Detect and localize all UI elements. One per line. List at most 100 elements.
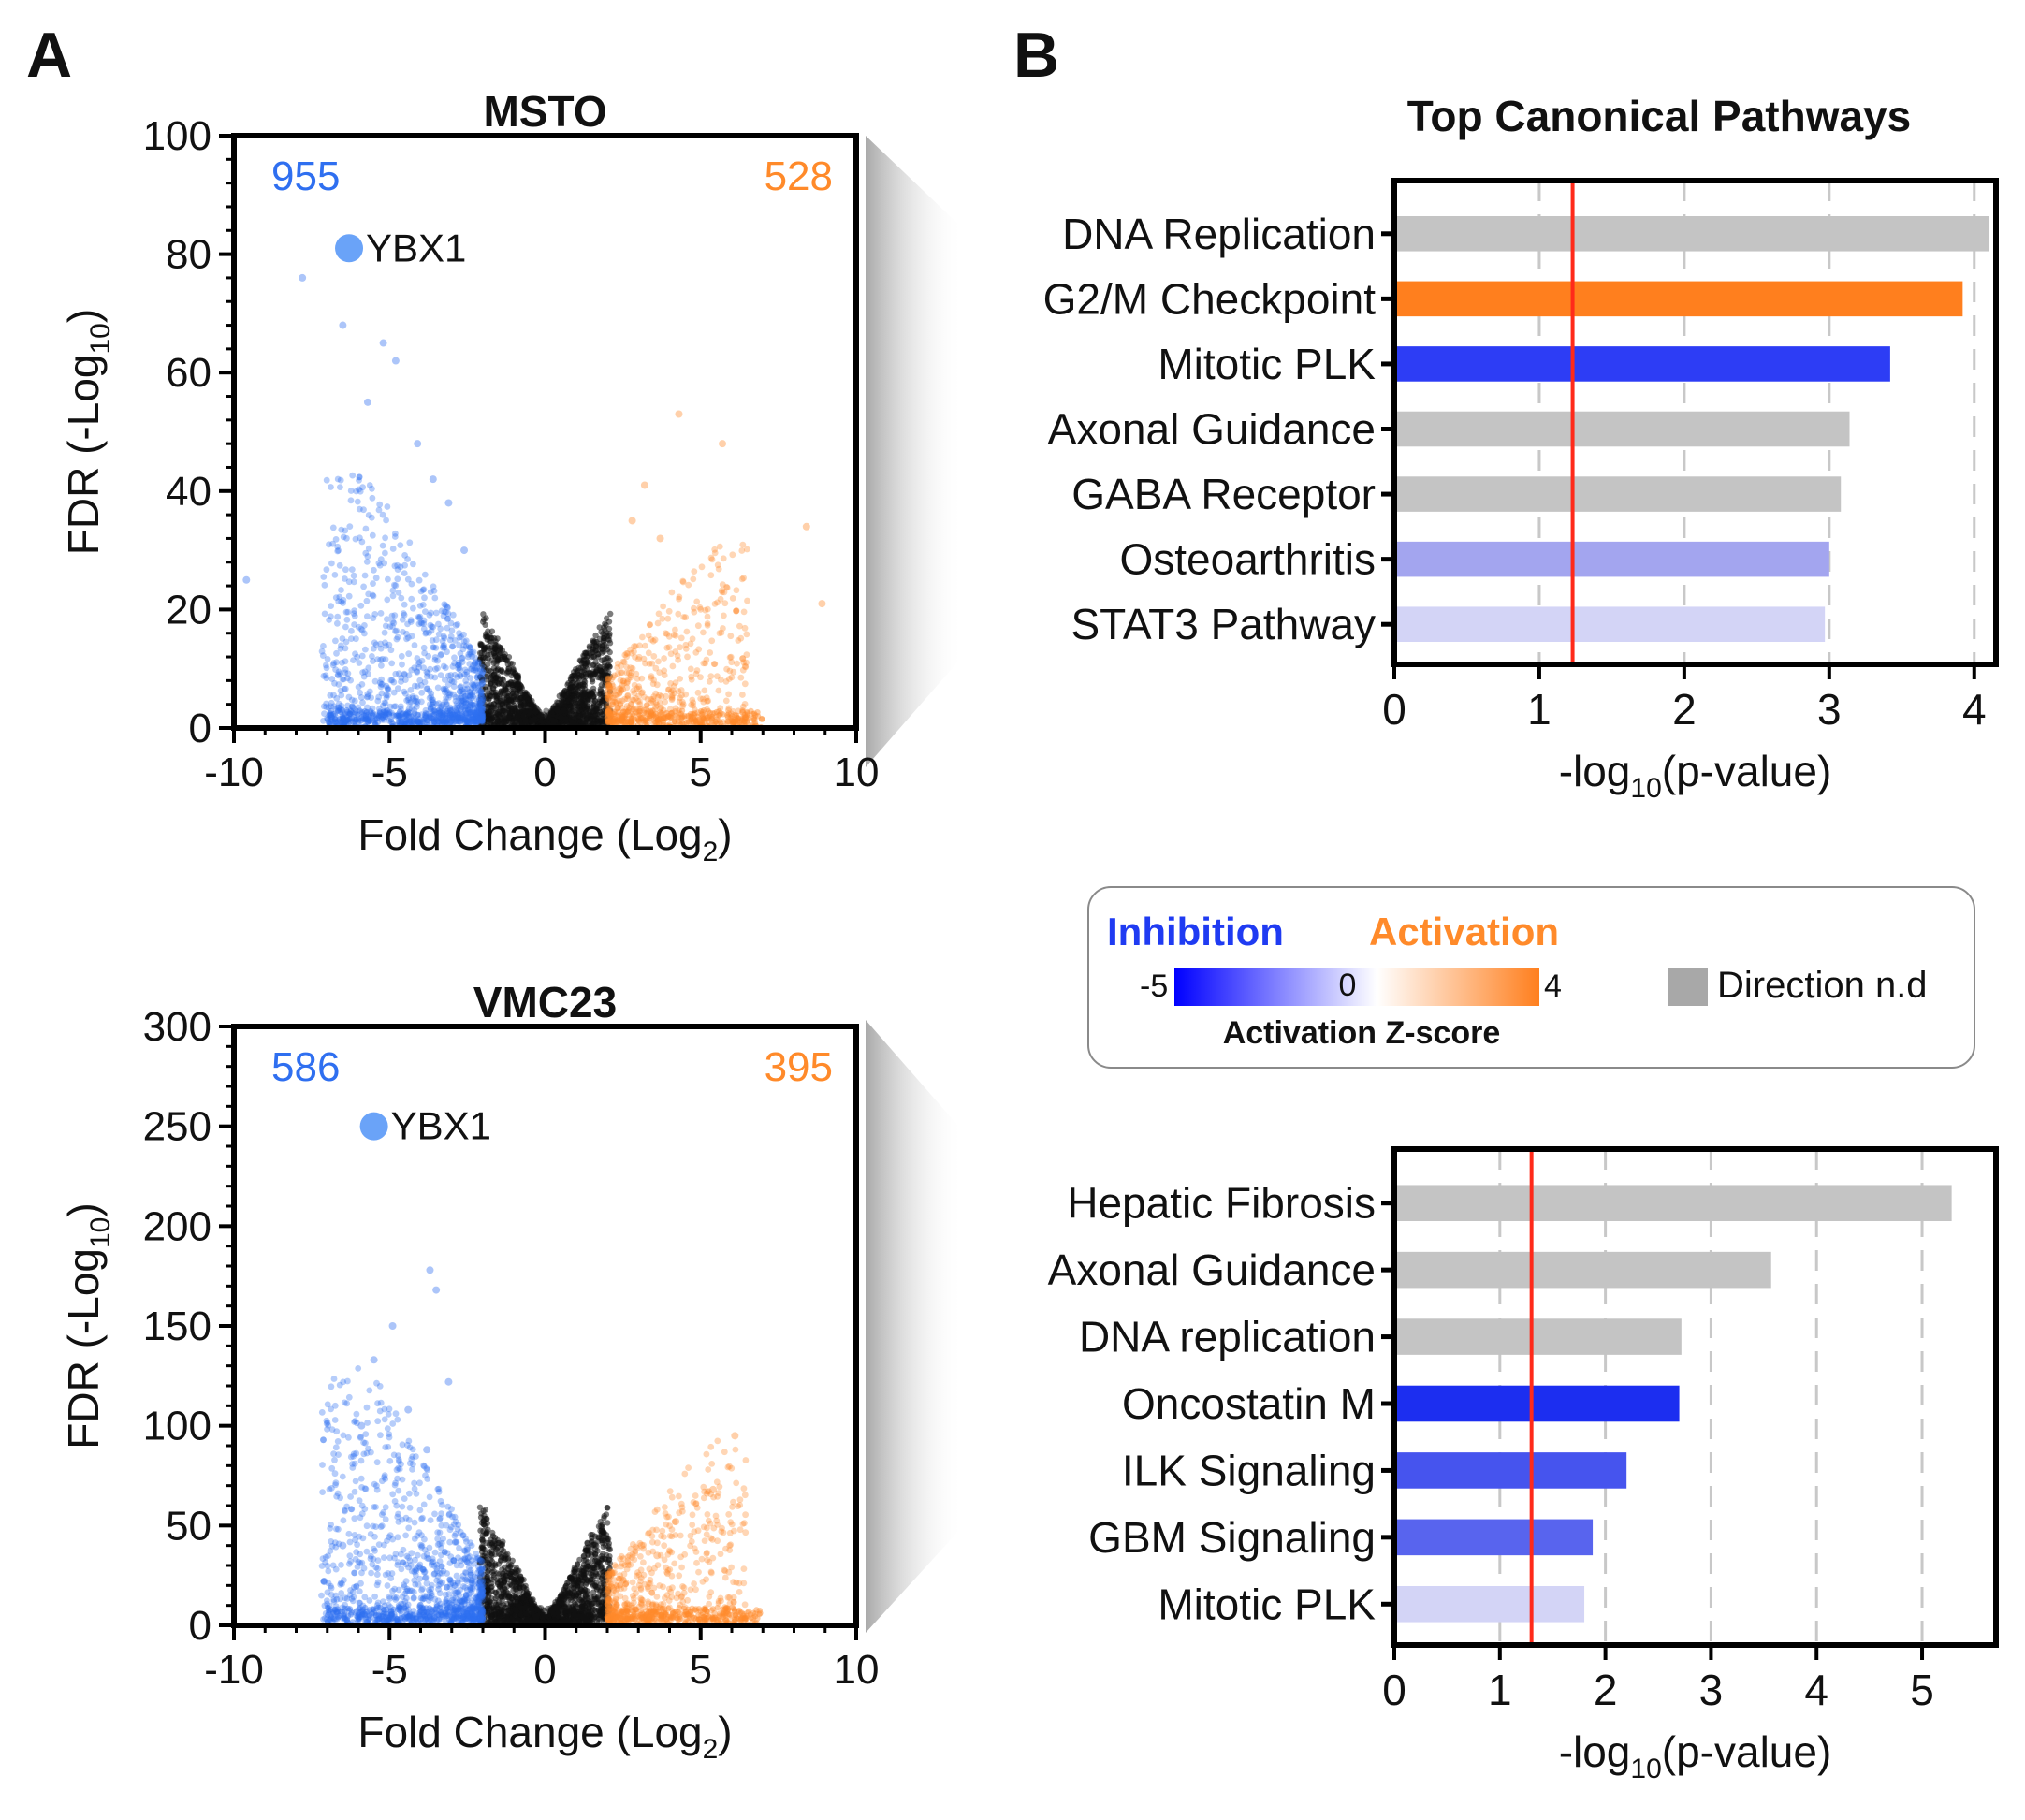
volcano-point-down — [446, 636, 454, 644]
volcano-point-up — [620, 713, 627, 721]
volcano-point-nonsig — [568, 1585, 575, 1592]
volcano-point-down — [448, 627, 456, 634]
volcano-point-nonsig — [479, 1538, 487, 1545]
volcano-point-nonsig — [510, 693, 517, 701]
volcano-point-nonsig — [600, 663, 607, 670]
volcano-point-down — [358, 627, 366, 633]
volcano-point-up — [722, 678, 730, 685]
volcano-point-down — [343, 534, 350, 542]
volcano-point-up — [741, 662, 749, 670]
volcano-point-base — [516, 709, 522, 716]
volcano-point-nonsig — [499, 701, 506, 707]
volcano-point-down — [470, 718, 477, 725]
volcano-point-nonsig — [477, 1514, 485, 1521]
volcano-point-down — [421, 571, 429, 578]
volcano-point-down — [401, 601, 408, 608]
volcano-point-nonsig — [507, 1580, 514, 1588]
volcano-point-down — [366, 482, 373, 488]
volcano-point-down — [454, 674, 461, 680]
volcano-point-up — [707, 673, 715, 679]
volcano-point-nonsig — [585, 1563, 591, 1570]
volcano-point-up — [700, 660, 707, 667]
volcano-point-nonsig — [486, 1561, 493, 1567]
volcano-point-up — [701, 687, 708, 694]
y-axis-label: FDR (-Log10) — [59, 309, 116, 555]
volcano-point-up — [727, 633, 735, 640]
volcano-point-up — [617, 685, 624, 692]
volcano-point-up — [669, 662, 677, 670]
volcano-point-nonsig — [591, 1557, 599, 1564]
volcano-point-up — [680, 614, 688, 620]
x-tick-label: 0 — [533, 750, 556, 795]
volcano-point-nonsig — [571, 1566, 577, 1574]
volcano-point-down-outlier — [391, 357, 400, 365]
volcano-point-up — [668, 589, 676, 596]
volcano-point-down — [398, 652, 405, 660]
volcano-point-down — [449, 611, 457, 619]
volcano-point-down — [328, 484, 334, 490]
volcano-point-up — [646, 621, 653, 629]
volcano-point-down — [401, 688, 408, 695]
volcano-point-nonsig — [521, 702, 528, 708]
volcano-point-up — [703, 694, 710, 701]
panel-label-a: A — [26, 20, 72, 91]
volcano-point-up — [645, 649, 652, 657]
volcano-point-down — [350, 572, 357, 579]
volcano-point-down — [374, 697, 382, 705]
volcano-point-down — [401, 570, 408, 576]
volcano-point-down-outlier — [242, 575, 251, 584]
zoom-wedge-bottom — [866, 1020, 964, 1633]
volcano-point-up — [738, 718, 746, 725]
volcano-point-up — [674, 652, 681, 660]
volcano-point-down — [390, 703, 398, 710]
volcano-point-up — [738, 547, 746, 554]
volcano-point-down — [323, 566, 330, 574]
volcano-point-down — [350, 578, 357, 586]
volcano-point-up — [733, 587, 740, 594]
volcano-point-up — [715, 687, 722, 694]
volcano-point-nonsig — [569, 1591, 575, 1597]
volcano-point-down — [378, 662, 385, 669]
volcano-point-down — [431, 594, 439, 602]
volcano-point-down — [336, 561, 343, 569]
volcano-point-up — [606, 705, 614, 711]
volcano-point-nonsig — [587, 669, 593, 676]
volcano-point-nonsig — [604, 630, 610, 636]
volcano-point-down — [437, 625, 444, 633]
volcano-point-nonsig — [556, 692, 562, 699]
volcano-point-down — [454, 707, 460, 715]
volcano-point-down — [428, 623, 435, 630]
volcano-point-down — [348, 566, 356, 573]
volcano-point-nonsig — [594, 1564, 601, 1570]
volcano-point-down — [357, 602, 365, 609]
volcano-point-nonsig — [487, 645, 494, 652]
volcano-point-down — [335, 700, 342, 707]
volcano-point-down — [328, 603, 334, 609]
y-tick-label: 100 — [143, 113, 211, 159]
volcano-point-up — [714, 561, 721, 569]
volcano-point-down — [479, 703, 487, 709]
volcano-point-nonsig — [494, 657, 502, 663]
volcano-point-up — [634, 716, 642, 722]
volcano-point-nonsig — [593, 666, 601, 674]
volcano-point-up — [613, 700, 620, 706]
volcano-point-down — [331, 712, 339, 720]
volcano-point-nonsig — [605, 1505, 611, 1511]
x-tick-label: 5 — [690, 750, 712, 795]
volcano-point-down — [364, 691, 371, 698]
volcano-point-nonsig — [603, 1535, 610, 1541]
volcano-point-up — [744, 597, 750, 604]
volcano-point-up — [677, 676, 683, 682]
volcano-point-down — [323, 664, 330, 672]
volcano-point-down-outlier — [460, 546, 469, 555]
volcano-point-up — [694, 622, 702, 630]
x-tick-label: -10 — [204, 750, 264, 795]
volcano-point-down — [342, 666, 349, 673]
volcano-point-down — [430, 644, 438, 651]
highlight-label-ybx1: YBX1 — [366, 226, 466, 269]
volcano-point-down — [451, 654, 458, 662]
volcano-point-up — [667, 650, 675, 658]
volcano-point-nonsig — [596, 635, 604, 642]
volcano-point-down — [477, 681, 484, 689]
volcano-point-nonsig — [499, 647, 506, 654]
